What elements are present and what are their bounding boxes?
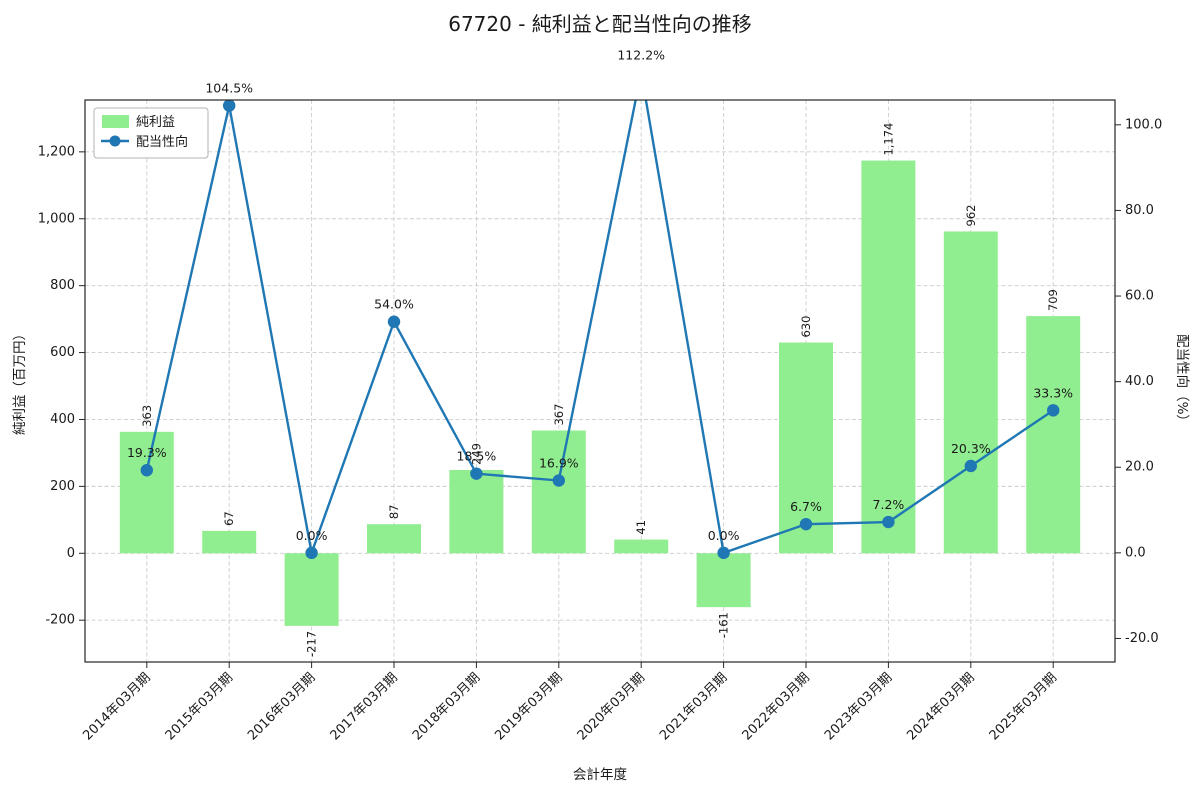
left-axis: -200 0 200 400 600 800 1,000 1,200 [38, 144, 85, 628]
legend-bar-label: 純利益 [136, 115, 175, 130]
bar-value-label: 367 [552, 404, 566, 426]
x-tick-label: 2015年03月期 [163, 670, 236, 743]
payout-value-label: 112.2% [617, 48, 665, 63]
bar [696, 553, 751, 608]
bar [449, 469, 504, 554]
left-tick-label: 600 [50, 345, 75, 360]
bar-value-label: 41 [634, 520, 648, 535]
bar-value-label: 1,174 [881, 123, 895, 156]
payout-value-label: 0.0% [296, 528, 328, 543]
line-marker [223, 100, 236, 112]
left-tick-label: 1,200 [38, 144, 75, 159]
line-group [140, 66, 1060, 560]
bottom-axis: 2014年03月期 2015年03月期 2016年03月期 2017年03月期 2018… [80, 662, 1060, 744]
legend: 純利益 配当性向 [93, 107, 209, 159]
x-tick-label: 2024年03月期 [904, 670, 977, 743]
payout-value-label: 18.5% [457, 449, 497, 464]
line-marker [882, 515, 895, 529]
right-tick-label: 60.0 [1125, 289, 1154, 304]
bar [614, 539, 669, 554]
right-tick-label: 100.0 [1125, 117, 1162, 132]
line-marker [717, 546, 730, 560]
bar [119, 431, 174, 554]
payout-line [145, 100, 1054, 558]
bar-value-label: 363 [140, 405, 154, 427]
bar [367, 524, 421, 554]
bar-value-label: 962 [964, 205, 978, 227]
right-tick-label: 0.0 [1125, 545, 1146, 560]
right-tick-label: 20.0 [1125, 460, 1154, 475]
bar-labels-group: 363 67 -217 87 249 367 41 -161 630 1,174 962 709 [140, 123, 1060, 657]
line-marker [1047, 404, 1060, 417]
line-marker [552, 474, 565, 487]
bar-value-label: 249 [469, 443, 483, 465]
x-tick-label: 2014年03月期 [80, 670, 153, 743]
payout-value-label: 20.3% [951, 441, 991, 456]
line-marker [470, 467, 483, 480]
bar-value-label: 630 [799, 316, 813, 338]
payout-value-label: 104.5% [205, 81, 253, 96]
legend-bar-swatch [102, 115, 129, 128]
line-marker [635, 66, 647, 78]
x-tick-label: 2020年03月期 [575, 670, 648, 743]
payout-value-label: 33.3% [1033, 385, 1073, 400]
payout-value-label: 7.2% [873, 497, 905, 512]
bar [531, 430, 586, 554]
bar-value-label: -161 [717, 612, 731, 638]
right-axis: -20.0 0.0 20.0 40.0 60.0 80.0 100.0 [1115, 117, 1162, 646]
chart-title: 67720 - 純利益と配当性向の推移 [448, 12, 752, 36]
bar-value-label: 67 [222, 511, 236, 526]
bar [943, 231, 998, 554]
line-marker [305, 546, 318, 560]
right-tick-label: 40.0 [1125, 374, 1154, 389]
payout-value-label: 19.3% [127, 445, 167, 460]
right-tick-label: 80.0 [1125, 203, 1154, 218]
bar [1026, 316, 1081, 554]
x-tick-label: 2023年03月期 [822, 670, 895, 743]
left-tick-label: 0 [67, 546, 75, 561]
x-tick-label: 2016年03月期 [245, 670, 318, 743]
left-tick-label: -200 [45, 613, 75, 628]
y-left-axis-label: 純利益（百万円） [12, 327, 28, 435]
bar [861, 160, 916, 554]
line-marker [140, 464, 153, 477]
payout-value-label: 54.0% [374, 297, 414, 312]
bar [284, 553, 339, 626]
x-tick-label: 2025年03月期 [987, 670, 1060, 743]
legend-line-label: 配当性向 [136, 134, 188, 150]
left-tick-label: 800 [50, 278, 75, 293]
bar-value-label: -217 [305, 631, 319, 657]
left-tick-label: 1,000 [38, 211, 75, 226]
bar-value-label: 87 [387, 505, 401, 520]
x-tick-label: 2019年03月期 [492, 670, 565, 743]
payout-value-label: 16.9% [539, 456, 579, 471]
x-tick-label: 2018年03月期 [410, 670, 483, 743]
bar [202, 530, 257, 554]
line-marker [387, 315, 401, 328]
plot-border [84, 99, 1116, 663]
legend-line-marker-icon [109, 135, 121, 147]
x-axis-label: 会計年度 [573, 767, 627, 783]
x-tick-label: 2022年03月期 [740, 670, 813, 743]
right-tick-label: -20.0 [1125, 631, 1159, 646]
x-tick-label: 2021年03月期 [657, 670, 730, 743]
line-marker [799, 517, 813, 531]
left-tick-label: 400 [50, 412, 75, 427]
bar-value-label: 709 [1046, 289, 1060, 311]
x-tick-label: 2017年03月期 [328, 670, 401, 743]
line-marker [964, 459, 977, 473]
left-tick-label: 200 [50, 479, 75, 494]
payout-value-label: 0.0% [708, 528, 740, 543]
bars-group [119, 160, 1081, 626]
y-right-axis-label: 配当性向（%） [1174, 334, 1190, 428]
point-labels-group: 19.3% 104.5% 0.0% 54.0% 18.5% 16.9% 112.2% 0.0%… [127, 48, 1073, 543]
payout-value-label: 6.7% [790, 499, 822, 514]
